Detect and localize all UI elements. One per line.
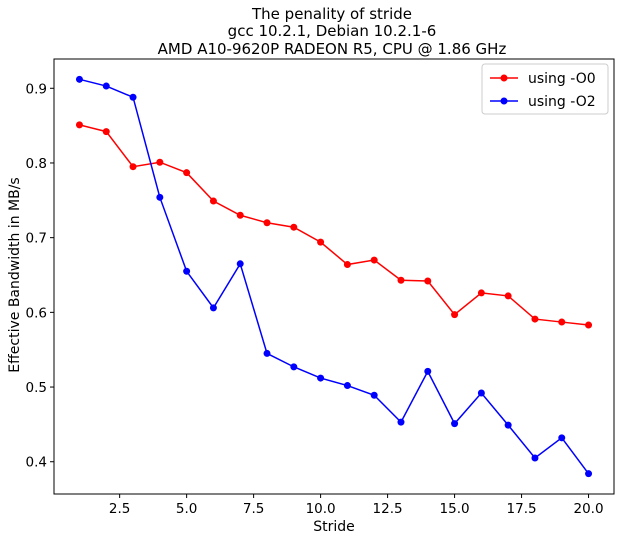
x-axis-label: Stride xyxy=(313,519,355,535)
data-point xyxy=(75,121,83,129)
x-tick-label: 17.5 xyxy=(507,501,537,517)
x-tick-label: 20.0 xyxy=(574,501,604,517)
data-point xyxy=(343,382,351,390)
data-point xyxy=(129,93,137,101)
series-line xyxy=(79,78,590,475)
x-axis: 2.5 5.0 7.5 10.0 12.5 15.0 17.5 20.0 xyxy=(109,494,604,517)
series-layer xyxy=(75,75,593,478)
data-point xyxy=(263,349,271,357)
data-point xyxy=(209,304,217,312)
plot-frame xyxy=(53,58,615,495)
data-point xyxy=(504,292,512,300)
y-tick-label: 0.8 xyxy=(26,156,47,172)
data-point xyxy=(370,256,378,264)
data-point xyxy=(504,421,512,429)
data-point xyxy=(183,169,191,177)
x-tick-label: 12.5 xyxy=(373,501,403,517)
plot-area xyxy=(53,58,615,495)
data-point xyxy=(102,82,110,90)
data-point xyxy=(531,315,539,323)
data-point xyxy=(477,389,485,397)
legend-marker xyxy=(500,74,508,82)
series-2 xyxy=(75,75,593,478)
data-point xyxy=(290,363,298,371)
x-tick-label: 2.5 xyxy=(109,501,130,517)
data-point xyxy=(397,418,405,426)
legend-label: using -O0 xyxy=(528,71,596,87)
legend-item: using -O0 xyxy=(490,71,596,87)
data-point xyxy=(558,434,566,442)
data-point xyxy=(397,276,405,284)
y-tick-label: 0.5 xyxy=(26,380,47,396)
x-tick-label: 5.0 xyxy=(176,501,197,517)
data-point xyxy=(75,75,83,83)
data-point xyxy=(451,420,459,428)
legend-marker xyxy=(500,97,508,105)
data-point xyxy=(290,223,298,231)
x-tick-label: 7.5 xyxy=(243,501,264,517)
chart-title: The penality of stride gcc 10.2.1, Debia… xyxy=(158,5,507,58)
series-line xyxy=(79,124,589,326)
y-tick-label: 0.9 xyxy=(26,81,47,97)
x-tick-label: 15.0 xyxy=(440,501,470,517)
data-point xyxy=(263,219,271,227)
legend-label: using -O2 xyxy=(528,94,596,110)
y-tick-label: 0.4 xyxy=(26,455,47,471)
x-tick-label: 10.0 xyxy=(306,501,336,517)
data-point xyxy=(451,311,459,319)
data-point xyxy=(531,454,539,462)
data-point xyxy=(156,158,164,166)
data-point xyxy=(424,277,432,285)
data-point xyxy=(183,267,191,275)
y-axis-label: Effective Bandwidth in MB/s xyxy=(7,177,23,372)
legend-item: using -O2 xyxy=(490,94,596,110)
series-1 xyxy=(75,121,593,329)
y-tick-label: 0.6 xyxy=(26,305,47,321)
data-point xyxy=(317,238,325,246)
data-point xyxy=(317,374,325,382)
data-point xyxy=(477,289,485,297)
data-point xyxy=(102,128,110,136)
chart-title-line-1: The penality of stride xyxy=(251,5,412,23)
data-point xyxy=(236,260,244,268)
data-point xyxy=(236,211,244,219)
data-point xyxy=(585,470,593,478)
y-axis: 0.4 0.5 0.6 0.7 0.8 0.9 xyxy=(26,81,54,471)
data-point xyxy=(343,261,351,269)
chart-title-line-3: AMD A10-9620P RADEON R5, CPU @ 1.86 GHz xyxy=(158,40,507,58)
data-point xyxy=(370,391,378,399)
data-point xyxy=(209,197,217,205)
chart-title-line-2: gcc 10.2.1, Debian 10.2.1-6 xyxy=(228,22,437,40)
data-point xyxy=(558,318,566,326)
data-point xyxy=(424,367,432,375)
data-point xyxy=(156,193,164,201)
y-tick-label: 0.7 xyxy=(26,231,47,247)
data-point xyxy=(585,321,593,329)
data-point xyxy=(129,163,137,171)
legend: using -O0 using -O2 xyxy=(481,63,609,115)
